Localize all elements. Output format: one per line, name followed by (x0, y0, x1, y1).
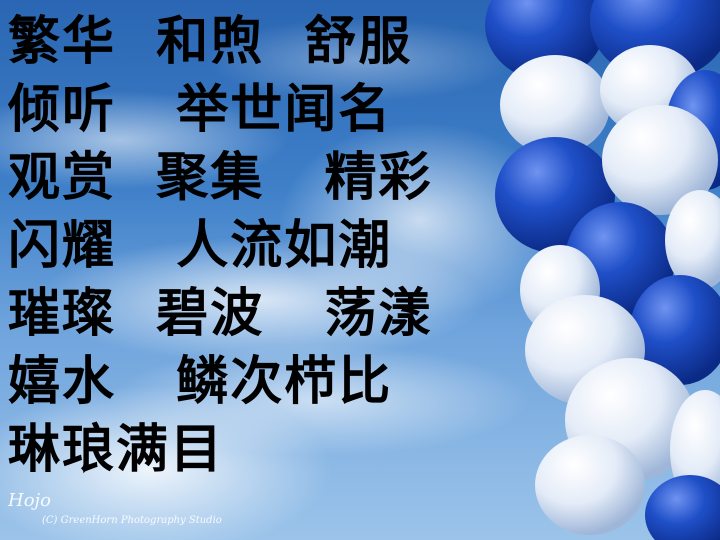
vocab-line: 嬉水 鳞次栉比 (8, 352, 393, 412)
balloon-cluster (485, 0, 720, 540)
vocabulary-list: 繁华 和煦 舒服 倾听 举世闻名 观赏 聚集 精彩 闪耀 人流如潮 璀璨 碧波 … (8, 8, 433, 484)
vocab-line: 琳琅满目 (8, 420, 225, 480)
vocab-line: 璀璨 碧波 荡漾 (8, 284, 433, 344)
vocab-line: 繁华 和煦 舒服 (8, 12, 413, 72)
watermark-logo: Hojo (8, 490, 51, 511)
vocab-line: 倾听 举世闻名 (8, 80, 393, 140)
vocab-line: 闪耀 人流如潮 (8, 216, 393, 276)
vocab-line: 观赏 聚集 精彩 (8, 148, 433, 208)
watermark-credit: (C) GreenHorn Photography Studio (42, 515, 222, 526)
